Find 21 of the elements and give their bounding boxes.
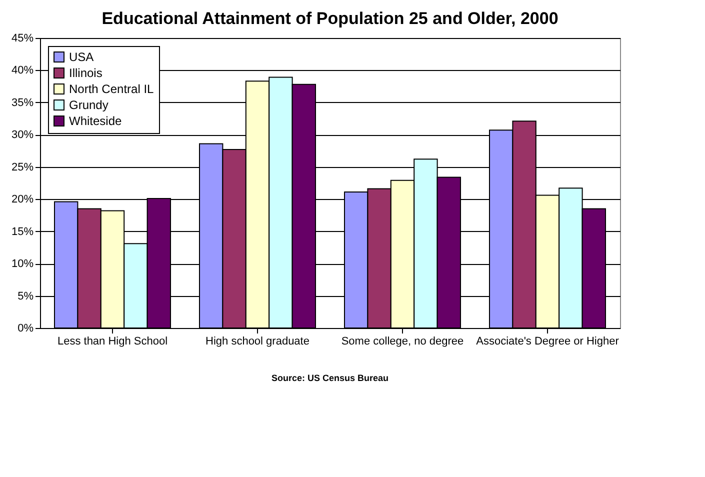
y-tick-label: 30% bbox=[11, 129, 34, 142]
y-tick-label: 0% bbox=[18, 322, 34, 334]
y-tick-label: 35% bbox=[11, 96, 34, 109]
legend-label: Grundy bbox=[69, 98, 108, 112]
y-tick-label: 45% bbox=[11, 32, 34, 44]
y-tick-label: 10% bbox=[11, 258, 34, 270]
y-tick-label: 15% bbox=[11, 226, 34, 238]
y-tick-label: 5% bbox=[18, 290, 34, 302]
legend-label: Whiteside bbox=[69, 114, 122, 128]
legend-label: Illinois bbox=[69, 66, 102, 80]
x-tick-label: Associate's Degree or Higher bbox=[476, 336, 620, 348]
x-tick-label: Less than High School bbox=[57, 336, 168, 348]
source-note: Source: US Census Bureau bbox=[271, 373, 389, 383]
legend-label: USA bbox=[69, 50, 94, 64]
x-tick-label: Some college, no degree bbox=[341, 336, 464, 348]
y-tick-label: 40% bbox=[11, 64, 34, 77]
y-tick-label: 20% bbox=[11, 194, 34, 206]
x-tick-label: High school graduate bbox=[206, 336, 310, 348]
y-tick-label: 25% bbox=[11, 161, 34, 174]
chart-title: Educational Attainment of Population 25 and Older, 2000 bbox=[102, 9, 558, 28]
legend-label: North Central IL bbox=[69, 82, 154, 96]
